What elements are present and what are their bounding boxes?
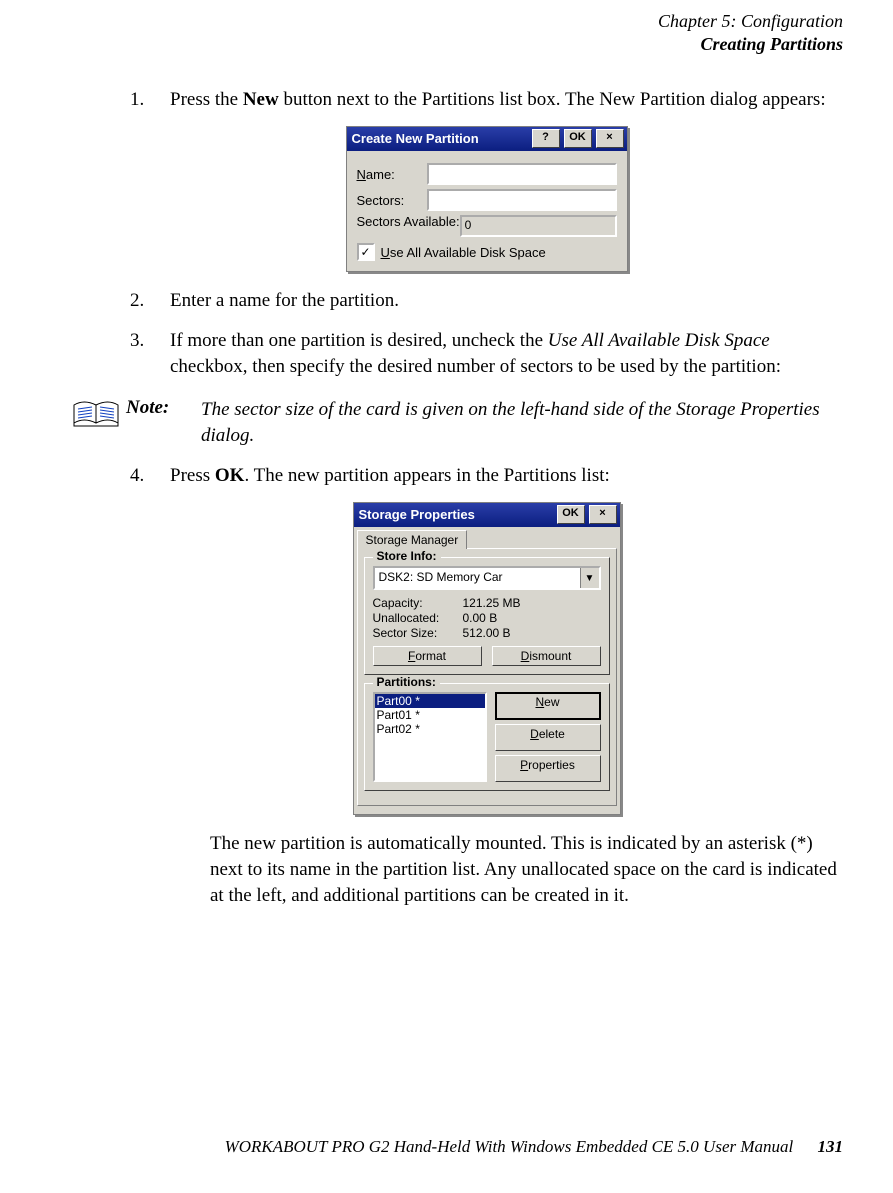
create-partition-screenshot: Create New Partition ? OK × Name: Sector… [130,126,843,272]
step-number: 3. [130,328,170,379]
list-item[interactable]: Part01 * [375,708,485,722]
section-label: Creating Partitions [50,33,843,56]
page-number: 131 [818,1137,844,1156]
step-text: If more than one partition is desired, u… [170,328,843,379]
name-input[interactable] [427,163,617,185]
group-label: Store Info: [373,549,441,563]
format-button[interactable]: Format [373,646,482,666]
dialog-body: Storage Manager Store Info: DSK2: SD Mem… [354,527,620,814]
steps-list-2: 2. Enter a name for the partition. 3. If… [130,288,843,379]
close-button[interactable]: × [589,505,617,524]
chapter-label: Chapter 5: Configuration [50,10,843,33]
dialog-title: Storage Properties [359,507,553,522]
page: Chapter 5: Configuration Creating Partit… [0,0,893,1193]
titlebar: Storage Properties OK × [354,503,620,527]
sectors-label: Sectors: [357,193,427,208]
help-button[interactable]: ? [532,129,560,148]
step-4: 4. Press OK. The new partition appears i… [130,463,843,489]
store-combo[interactable]: DSK2: SD Memory Car ▼ [373,566,601,590]
steps-list: 1. Press the New button next to the Part… [130,87,843,113]
page-header: Chapter 5: Configuration Creating Partit… [50,10,843,57]
close-button[interactable]: × [596,129,624,148]
partitions-group: Partitions: Part00 * Part01 * Part02 * N… [364,683,610,791]
content-area: 1. Press the New button next to the Part… [130,87,843,908]
list-item[interactable]: Part00 * [375,694,485,708]
name-label: Name: [357,167,427,182]
note-text: The sector size of the card is given on … [201,397,843,448]
chevron-down-icon[interactable]: ▼ [580,568,599,588]
step-number: 1. [130,87,170,113]
ok-button[interactable]: OK [564,129,592,148]
sectors-row: Sectors: [357,189,617,211]
properties-button[interactable]: Properties [495,755,601,782]
dialog-body: Name: Sectors: Sectors Available: 0 [347,151,627,271]
delete-button[interactable]: Delete [495,724,601,751]
available-label: Sectors Available: [357,215,460,229]
sectors-input[interactable] [427,189,617,211]
step-text: Enter a name for the partition. [170,288,843,314]
step-number: 4. [130,463,170,489]
dialog-title: Create New Partition [352,131,528,146]
list-item[interactable]: Part02 * [375,722,485,736]
note-block: Note: The sector size of the card is giv… [70,397,843,448]
step-3: 3. If more than one partition is desired… [130,328,843,379]
partitions-row: Part00 * Part01 * Part02 * New Delete Pr… [373,692,601,782]
tab-panel: Store Info: DSK2: SD Memory Car ▼ Capaci… [357,548,617,806]
partition-buttons: New Delete Properties [495,692,601,782]
store-buttons: Format Dismount [373,646,601,666]
titlebar: Create New Partition ? OK × [347,127,627,151]
name-row: Name: [357,163,617,185]
step-1: 1. Press the New button next to the Part… [130,87,843,113]
available-row: Sectors Available: 0 [357,215,617,237]
available-field: 0 [460,215,617,237]
steps-list-3: 4. Press OK. The new partition appears i… [130,463,843,489]
use-all-checkbox[interactable]: ✓ Use All Available Disk Space [357,243,617,261]
page-footer: WORKABOUT PRO G2 Hand-Held With Windows … [225,1137,843,1157]
partitions-listbox[interactable]: Part00 * Part01 * Part02 * [373,692,487,782]
step-text: Press the New button next to the Partiti… [170,87,843,113]
step-2: 2. Enter a name for the partition. [130,288,843,314]
ok-button[interactable]: OK [557,505,585,524]
book-title: WORKABOUT PRO G2 Hand-Held With Windows … [225,1137,794,1156]
storage-properties-screenshot: Storage Properties OK × Storage Manager … [130,502,843,815]
dismount-button[interactable]: Dismount [492,646,601,666]
book-icon [70,397,122,437]
step-text: Press OK. The new partition appears in t… [170,463,843,489]
post-paragraph: The new partition is automatically mount… [130,831,843,908]
step-number: 2. [130,288,170,314]
tab-storage-manager[interactable]: Storage Manager [357,530,468,549]
note-label: Note: [126,397,181,419]
unallocated-row: Unallocated: 0.00 B [373,611,601,625]
create-partition-dialog: Create New Partition ? OK × Name: Sector… [346,126,628,272]
new-button[interactable]: New [495,692,601,719]
group-label: Partitions: [373,675,440,689]
storage-properties-dialog: Storage Properties OK × Storage Manager … [353,502,621,815]
sector-size-row: Sector Size: 512.00 B [373,626,601,640]
capacity-row: Capacity: 121.25 MB [373,596,601,610]
checkbox-box[interactable]: ✓ [357,243,375,261]
combo-text: DSK2: SD Memory Car [375,568,580,588]
store-info-group: Store Info: DSK2: SD Memory Car ▼ Capaci… [364,557,610,675]
checkbox-label: Use All Available Disk Space [381,245,546,260]
